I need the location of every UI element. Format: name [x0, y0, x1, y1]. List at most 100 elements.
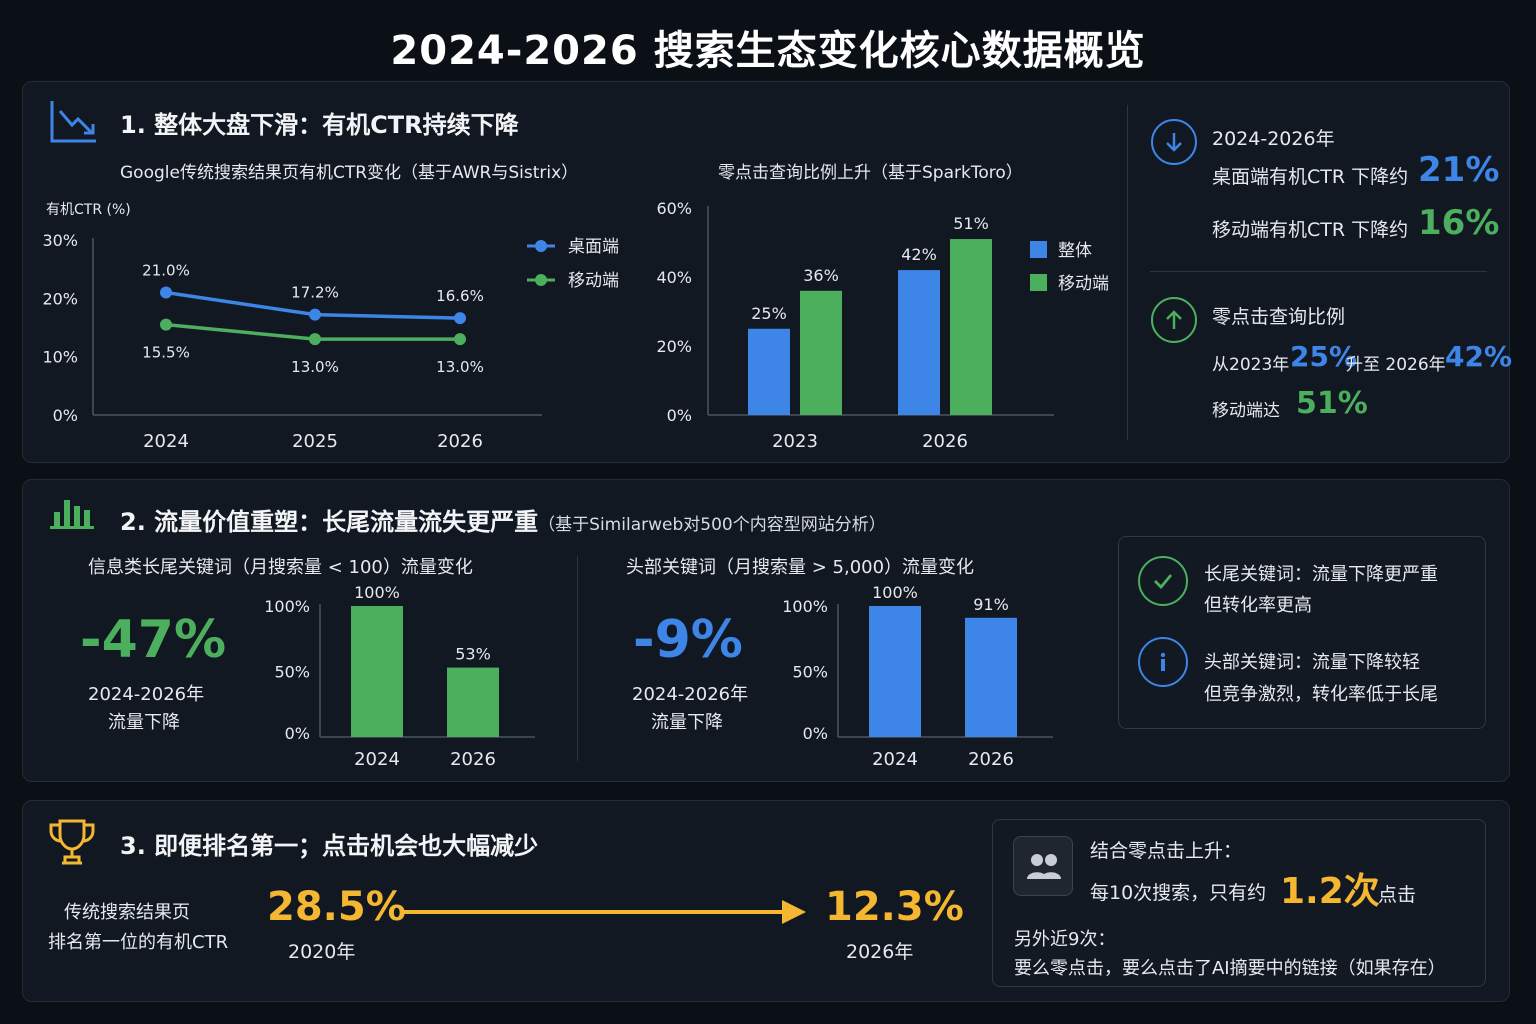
data-point — [160, 318, 172, 331]
bar — [447, 667, 499, 737]
y-tick-label: 10% — [42, 348, 78, 367]
y-tick-label: 0% — [53, 406, 78, 425]
ctr-2026-value: 12.3% — [825, 884, 964, 930]
data-label: 25% — [751, 304, 787, 323]
bar — [898, 270, 940, 415]
y-tick-label: 50% — [274, 663, 310, 682]
bar — [748, 328, 790, 415]
legend-label: 移动端 — [568, 271, 619, 291]
x-tick-label: 2023 — [772, 431, 818, 452]
data-label: 13.0% — [291, 358, 339, 376]
data-point — [454, 333, 466, 346]
bar — [869, 606, 921, 737]
clicks-line2-value: 1.2次 — [1280, 871, 1380, 912]
legend-marker — [535, 240, 547, 252]
zero-to-value: 42% — [1445, 340, 1513, 373]
legend-label: 整体 — [1058, 241, 1092, 261]
data-label: 42% — [901, 245, 937, 264]
summary-divider — [1150, 271, 1487, 272]
y-tick-label: 20% — [42, 289, 78, 308]
zero-from-label: 从2023年 — [1212, 355, 1290, 375]
longtail-insight-line1: 长尾关键词：流量下降更严重 — [1204, 564, 1438, 585]
arrow-right-icon — [400, 900, 806, 924]
legend-swatch — [1030, 241, 1047, 258]
y-tick-label: 50% — [792, 663, 828, 682]
head-big-value: -9% — [633, 610, 743, 670]
mobile-reach-label: 移动端达 — [1212, 401, 1280, 421]
x-tick-label: 2026 — [922, 431, 968, 452]
head-caption1: 2024-2026年 — [632, 684, 749, 705]
x-tick-label: 2024 — [872, 749, 918, 770]
mobile-reach-value: 51% — [1296, 386, 1368, 421]
head-caption2: 流量下降 — [651, 712, 723, 733]
arrow-up-icon — [1151, 297, 1197, 343]
data-label: 53% — [455, 645, 491, 664]
head-insight-line1: 头部关键词：流量下降较轻 — [1204, 652, 1420, 673]
data-label: 17.2% — [291, 284, 339, 302]
clicks-line2-suffix: 点击 — [1378, 884, 1417, 906]
section2-note: （基于Similarweb对500个内容型网站分析） — [538, 515, 886, 535]
data-label: 91% — [973, 595, 1009, 614]
check-icon — [1138, 556, 1188, 606]
head-bar-chart: 0% 50% 100% 100% 2024 91% 2026 — [782, 585, 1053, 770]
legend-label: 移动端 — [1058, 274, 1109, 294]
section3-label1: 传统搜索结果页 — [64, 902, 190, 923]
longtail-big-value: -47% — [80, 610, 227, 670]
ctr-chart-title: Google传统搜索结果页有机CTR变化（基于AWR与Sistrix） — [120, 163, 579, 183]
y-tick-label: 100% — [782, 597, 828, 616]
y-tick-label: 20% — [656, 337, 692, 356]
section1-divider — [1127, 105, 1128, 440]
y-tick-label: 60% — [656, 199, 692, 218]
longtail-bar-chart: 0% 50% 100% 100% 2024 53% 2026 — [264, 585, 535, 770]
y-tick-label: 0% — [803, 724, 828, 743]
section2-title-text: 2. 流量价值重塑：长尾流量流失更严重 — [120, 508, 539, 536]
data-label: 100% — [354, 585, 400, 602]
trend-down-icon — [50, 101, 96, 143]
mobile-ctr-label: 移动端有机CTR 下降约 — [1212, 219, 1409, 241]
y-tick-label: 30% — [42, 231, 78, 250]
legend-swatch — [1030, 274, 1047, 291]
y-tick-label: 40% — [656, 268, 692, 287]
section3-title: 3. 即便排名第一；点击机会也大幅减少 — [120, 832, 539, 860]
data-label: 100% — [872, 585, 918, 602]
bar — [965, 617, 1017, 737]
bar — [351, 606, 403, 737]
ctr-2026-year: 2026年 — [846, 941, 914, 963]
data-label: 16.6% — [436, 287, 484, 305]
zero-from-value: 25% — [1290, 340, 1358, 373]
data-point — [454, 312, 466, 325]
head-insight-line2: 但竞争激烈，转化率低于长尾 — [1204, 684, 1438, 705]
zero-to-label: 升至 2026年 — [1346, 355, 1446, 375]
y-tick-label: 100% — [264, 597, 310, 616]
info-icon — [1138, 637, 1188, 687]
ctr-2020-value: 28.5% — [267, 884, 406, 930]
legend-marker — [535, 274, 547, 286]
section2-title: 2. 流量价值重塑：长尾流量流失更严重（基于Similarweb对500个内容型… — [120, 502, 886, 537]
bar — [800, 290, 842, 415]
longtail-insight-line2: 但转化率更高 — [1204, 595, 1312, 616]
x-tick-label: 2025 — [292, 431, 338, 452]
data-point — [309, 308, 321, 321]
longtail-chart-title: 信息类长尾关键词（月搜索量 < 100）流量变化 — [88, 557, 473, 578]
clicks-box — [992, 819, 1486, 987]
mobile-ctr-value: 16% — [1418, 203, 1500, 243]
summary-period: 2024-2026年 — [1212, 128, 1335, 150]
desktop-ctr-label: 桌面端有机CTR 下降约 — [1212, 166, 1409, 188]
data-label: 13.0% — [436, 358, 484, 376]
data-label: 21.0% — [142, 262, 190, 280]
clicks-line4: 要么零点击，要么点击了AI摘要中的链接（如果存在） — [1014, 958, 1446, 979]
section2-divider — [577, 556, 578, 761]
section3-label2: 排名第一位的有机CTR — [48, 932, 229, 953]
clicks-line2-prefix: 每10次搜索，只有约 — [1090, 882, 1267, 904]
longtail-caption2: 流量下降 — [108, 712, 180, 733]
x-tick-label: 2026 — [968, 749, 1014, 770]
section1-title: 1. 整体大盘下滑：有机CTR持续下降 — [120, 111, 519, 139]
arrow-down-icon — [1151, 119, 1197, 165]
zero-click-chart-title: 零点击查询比例上升（基于SparkToro） — [718, 163, 1023, 183]
data-label: 36% — [803, 266, 839, 285]
users-icon — [1013, 836, 1073, 896]
ctr-line-chart: 有机CTR (%) 0% 10% 20% 30% 2024 2025 2026 21.0% 17.… — [42, 202, 619, 452]
y-tick-label: 0% — [285, 724, 310, 743]
longtail-caption1: 2024-2026年 — [88, 684, 205, 705]
